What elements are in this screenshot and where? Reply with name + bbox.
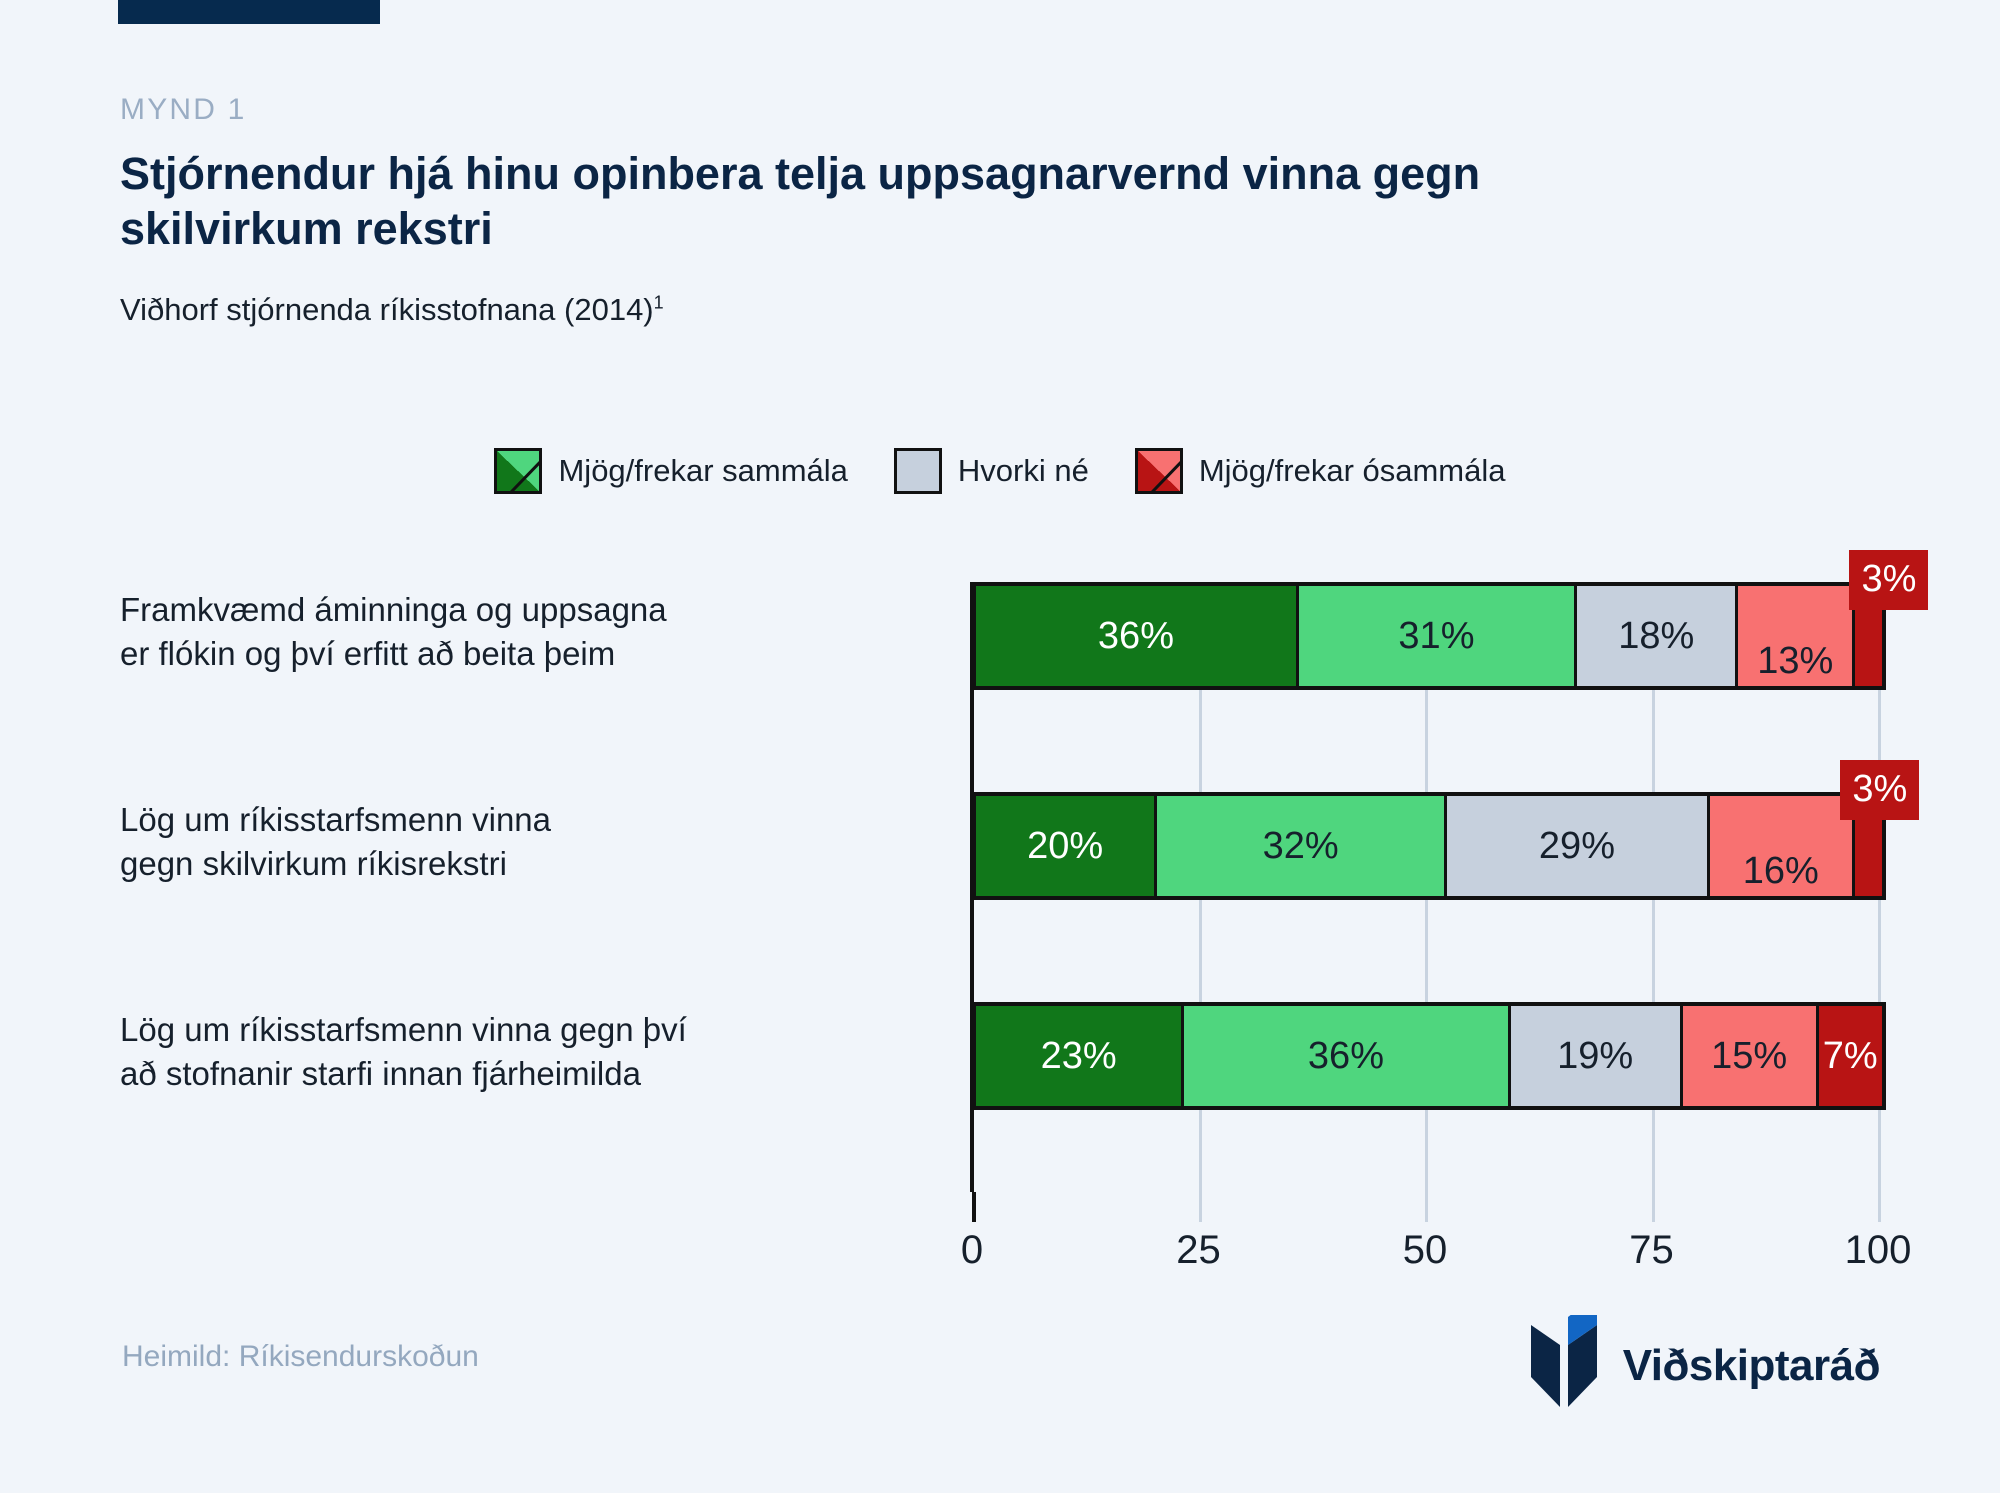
category-label: Framkvæmd áminninga og uppsagna er flókin… — [120, 588, 930, 675]
category-label: Lög um ríkisstarfsmenn vinna gegn því að … — [120, 1008, 930, 1095]
category-label-line: er flókin og því erfitt að beita þeim — [120, 634, 616, 672]
x-tick-label-0: 0 — [960, 1228, 984, 1272]
category-label-column: Framkvæmd áminninga og uppsagna er flókin… — [0, 560, 920, 1200]
legend-label: Hvorki né — [957, 453, 1089, 488]
segment-value-label: 31% — [1398, 615, 1475, 657]
segment-value-label: 29% — [1538, 825, 1615, 867]
page-title: Stjórnendur hjá hinu opinbera telja upps… — [120, 148, 1481, 254]
brand-lockup: Viðskiptaráð — [1527, 1301, 1881, 1416]
bar-segment-somewhat_disag[interactable]: 13% — [1738, 586, 1856, 686]
legend-swatch-divider — [1142, 451, 1180, 491]
legend-swatch-icon — [494, 448, 543, 494]
category-label: Lög um ríkisstarfsmenn vinna gegn skilvir… — [120, 798, 930, 885]
bar-row: 23% 36% 19% 15% 7% — [972, 1002, 1886, 1110]
x-tick-mark-0 — [972, 1192, 976, 1222]
legend-label: Mjög/frekar ósammála — [1198, 453, 1506, 488]
bar-segment-somewhat_disag[interactable]: 15% — [1682, 1006, 1819, 1106]
chart-header: MYND 1 Stjórnendur hjá hinu opinbera tel… — [120, 95, 1820, 328]
category-label-line: að stofnanir starfi innan fjárheimilda — [120, 1054, 641, 1092]
source-note: Heimild: Ríkisendurskoðun — [122, 1340, 479, 1373]
bar-segment-very_agree[interactable]: 23% — [976, 1006, 1185, 1106]
bar-segment-very_agree[interactable]: 36% — [976, 586, 1299, 686]
x-tick-mark-25 — [1198, 1192, 1202, 1222]
legend-entry-2[interactable]: Mjög/frekar ósammála — [1134, 448, 1506, 494]
legend-swatch-divider — [502, 451, 540, 491]
segment-value-label: 18% — [1618, 615, 1695, 657]
x-axis: 0 25 50 75 100 — [0, 1192, 2000, 1282]
chart-subtitle: Viðhorf stjórnenda ríkisstofnana (2014)1 — [120, 291, 1820, 328]
x-tick-mark-75 — [1651, 1192, 1655, 1222]
legend-swatch-icon — [1134, 448, 1183, 494]
segment-value-callout: 3% — [1840, 760, 1920, 820]
legend-entry-0[interactable]: Mjög/frekar sammála — [494, 448, 848, 494]
top-accent-bar — [118, 0, 380, 24]
bar-segment-neither[interactable]: 19% — [1510, 1006, 1683, 1106]
category-label-line: Lög um ríkisstarfsmenn vinna — [120, 801, 552, 838]
x-tick-mark-100 — [1878, 1192, 1881, 1222]
segment-value-label: 36% — [1097, 615, 1174, 657]
legend-swatch-icon — [893, 448, 942, 494]
legend-entry-1[interactable]: Hvorki né — [893, 448, 1089, 494]
x-tick-label-50: 50 — [1402, 1228, 1448, 1272]
segment-value-label: 7% — [1822, 1035, 1878, 1077]
bar-segment-neither[interactable]: 18% — [1577, 586, 1739, 686]
segment-value-label: 20% — [1027, 825, 1104, 867]
segment-value-label: 16% — [1742, 850, 1819, 892]
bar-row: 36% 31% 18% 13% 3% — [972, 550, 1929, 690]
segment-value-label: 19% — [1557, 1035, 1634, 1077]
category-label-line: gegn skilvirkum ríkisrekstri — [120, 844, 507, 882]
x-tick-mark-50 — [1425, 1192, 1428, 1222]
bar-segment-very_disag[interactable]: 7% — [1818, 1006, 1882, 1106]
segment-value-callout: 3% — [1849, 550, 1929, 610]
chart-subtitle-text: Viðhorf stjórnenda ríkisstofnana (2014) — [120, 291, 654, 327]
stacked-bar: 36% 31% 18% 13% — [972, 582, 1886, 690]
chart-legend: Mjög/frekar sammála Hvorki né Mjög/frekar … — [0, 448, 2000, 494]
bar-segment-neither[interactable]: 29% — [1447, 796, 1710, 896]
bar-segment-somewhat_agree[interactable]: 31% — [1298, 586, 1577, 686]
bar-row: 20% 32% 29% 16% 3% — [972, 760, 1920, 900]
chart-plot-area: 36% 31% 18% 13% 3% 20% 32% 29% 16% 3% 23% 36% 19% 15%… — [0, 550, 2000, 1200]
x-tick-label-25: 25 — [1176, 1228, 1221, 1272]
segment-value-label: 23% — [1040, 1035, 1117, 1077]
bar-rows: 36% 31% 18% 13% 3% 20% 32% 29% 16% 3% 23% 36% 19% 15%… — [972, 550, 1929, 1200]
figure-eyebrow: MYND 1 — [120, 93, 247, 126]
bar-segment-somewhat_agree[interactable]: 32% — [1157, 796, 1448, 896]
category-label-line: Lög um ríkisstarfsmenn vinna gegn því — [120, 1011, 687, 1048]
brand-name: Viðskiptaráð — [1622, 1340, 1881, 1390]
category-label-line: Framkvæmd áminninga og uppsagna — [120, 591, 667, 628]
stacked-bar: 20% 32% 29% 16% — [972, 792, 1886, 900]
segment-value-label: 15% — [1711, 1035, 1788, 1077]
bar-segment-very_agree[interactable]: 20% — [976, 796, 1158, 896]
stacked-bar: 23% 36% 19% 15% 7% — [972, 1002, 1886, 1110]
x-tick-label-100: 100 — [1844, 1228, 1912, 1272]
x-tick-label-75: 75 — [1629, 1228, 1674, 1272]
segment-value-label: 13% — [1757, 640, 1834, 682]
segment-value-label: 36% — [1307, 1035, 1384, 1077]
bar-segment-somewhat_disag[interactable]: 16% — [1709, 796, 1855, 896]
segment-value-label: 32% — [1262, 825, 1339, 867]
bar-segment-somewhat_agree[interactable]: 36% — [1184, 1006, 1511, 1106]
chart-subtitle-footnote: 1 — [653, 292, 664, 313]
vidskiptarad-leaf-icon — [1527, 1301, 1601, 1416]
legend-label: Mjög/frekar sammála — [558, 453, 848, 488]
